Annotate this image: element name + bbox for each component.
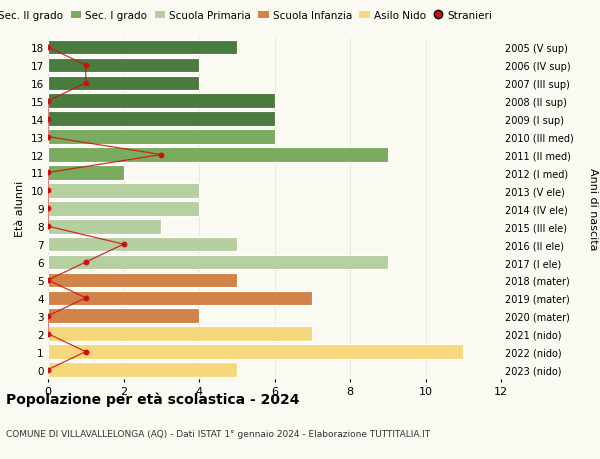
- Point: [43, 223, 53, 230]
- Point: [43, 169, 53, 177]
- Bar: [48, 327, 312, 341]
- Bar: [48, 237, 237, 252]
- Point: [43, 187, 53, 195]
- Point: [43, 366, 53, 374]
- Point: [81, 259, 91, 266]
- Bar: [48, 184, 199, 198]
- Point: [43, 330, 53, 338]
- Point: [157, 151, 166, 159]
- Bar: [48, 130, 275, 145]
- Legend: Sec. II grado, Sec. I grado, Scuola Primaria, Scuola Infanzia, Asilo Nido, Stran: Sec. II grado, Sec. I grado, Scuola Prim…: [0, 7, 497, 25]
- Point: [43, 98, 53, 105]
- Point: [81, 62, 91, 69]
- Bar: [48, 112, 275, 127]
- Bar: [48, 219, 161, 234]
- Point: [43, 277, 53, 284]
- Point: [81, 295, 91, 302]
- Point: [43, 116, 53, 123]
- Bar: [48, 202, 199, 216]
- Point: [43, 44, 53, 51]
- Bar: [48, 363, 237, 377]
- Bar: [48, 255, 388, 270]
- Y-axis label: Età alunni: Età alunni: [15, 181, 25, 237]
- Bar: [48, 58, 199, 73]
- Bar: [48, 291, 312, 306]
- Point: [43, 134, 53, 141]
- Bar: [48, 41, 237, 55]
- Bar: [48, 94, 275, 109]
- Bar: [48, 148, 388, 162]
- Bar: [48, 345, 463, 359]
- Bar: [48, 273, 237, 288]
- Bar: [48, 309, 199, 324]
- Point: [43, 205, 53, 213]
- Y-axis label: Anni di nascita: Anni di nascita: [588, 168, 598, 250]
- Bar: [48, 166, 124, 180]
- Bar: [48, 76, 199, 91]
- Point: [81, 348, 91, 356]
- Point: [43, 313, 53, 320]
- Point: [81, 80, 91, 87]
- Point: [119, 241, 128, 248]
- Text: Popolazione per età scolastica - 2024: Popolazione per età scolastica - 2024: [6, 392, 299, 406]
- Text: COMUNE DI VILLAVALLELONGA (AQ) - Dati ISTAT 1° gennaio 2024 - Elaborazione TUTTI: COMUNE DI VILLAVALLELONGA (AQ) - Dati IS…: [6, 429, 430, 438]
